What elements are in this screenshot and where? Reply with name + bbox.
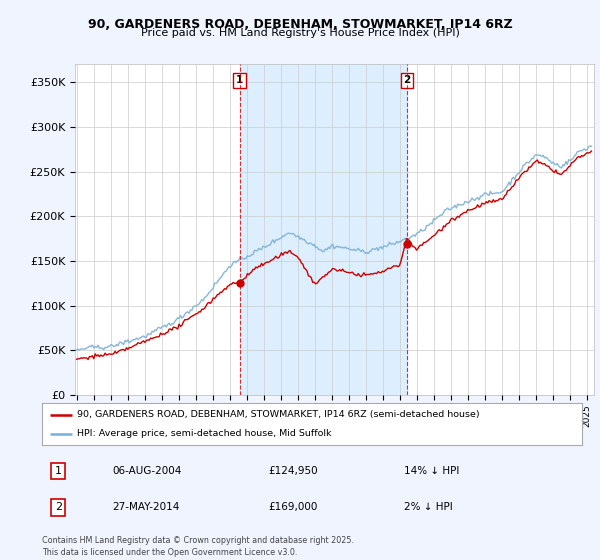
Text: 2: 2 bbox=[403, 76, 410, 86]
Text: 90, GARDENERS ROAD, DEBENHAM, STOWMARKET, IP14 6RZ: 90, GARDENERS ROAD, DEBENHAM, STOWMARKET… bbox=[88, 18, 512, 31]
Text: 90, GARDENERS ROAD, DEBENHAM, STOWMARKET, IP14 6RZ (semi-detached house): 90, GARDENERS ROAD, DEBENHAM, STOWMARKET… bbox=[77, 410, 480, 419]
Text: Contains HM Land Registry data © Crown copyright and database right 2025.
This d: Contains HM Land Registry data © Crown c… bbox=[42, 536, 354, 557]
Text: 1: 1 bbox=[55, 466, 62, 476]
Bar bbox=[240, 64, 407, 395]
Text: 14% ↓ HPI: 14% ↓ HPI bbox=[404, 466, 459, 476]
Text: £169,000: £169,000 bbox=[269, 502, 318, 512]
Text: 06-AUG-2004: 06-AUG-2004 bbox=[112, 466, 182, 476]
Text: Price paid vs. HM Land Registry's House Price Index (HPI): Price paid vs. HM Land Registry's House … bbox=[140, 28, 460, 38]
Text: 27-MAY-2014: 27-MAY-2014 bbox=[112, 502, 179, 512]
Text: 1: 1 bbox=[236, 76, 244, 86]
Text: HPI: Average price, semi-detached house, Mid Suffolk: HPI: Average price, semi-detached house,… bbox=[77, 430, 332, 438]
Text: 2% ↓ HPI: 2% ↓ HPI bbox=[404, 502, 452, 512]
Text: £124,950: £124,950 bbox=[269, 466, 319, 476]
Text: 2: 2 bbox=[55, 502, 62, 512]
